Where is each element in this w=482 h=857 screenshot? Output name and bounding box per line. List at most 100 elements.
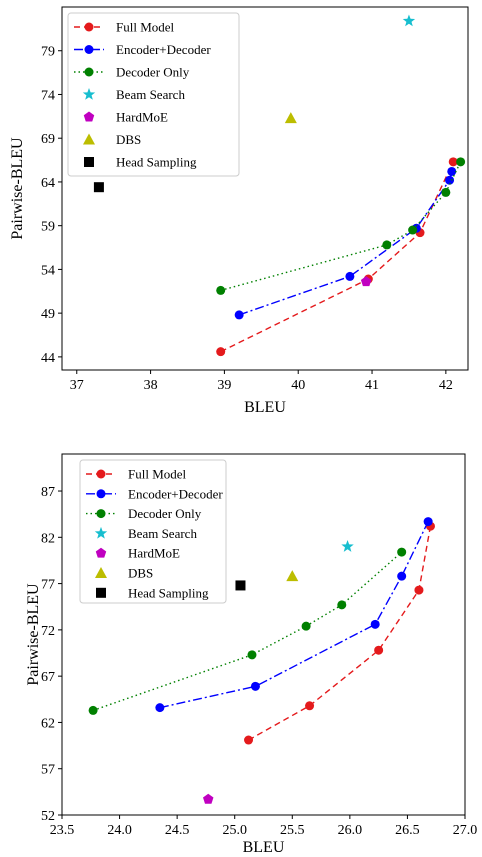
- legend-label: Head Sampling: [128, 585, 209, 600]
- series-head-sampling: [94, 182, 104, 192]
- legend-label: Full Model: [116, 20, 175, 35]
- y-tick-label: 44: [41, 351, 55, 366]
- legend-marker: [97, 509, 106, 518]
- x-tick-label: 27.0: [453, 823, 478, 838]
- legend-marker: [85, 23, 94, 32]
- legend-label: Full Model: [128, 467, 187, 482]
- data-point: [397, 548, 406, 557]
- legend-label: Decoder Only: [128, 506, 202, 521]
- series-head-sampling: [235, 580, 245, 590]
- data-point: [397, 572, 406, 581]
- data-point: [89, 706, 98, 715]
- y-tick-label: 62: [41, 716, 55, 731]
- y-tick-label: 74: [41, 88, 55, 103]
- x-axis-title: BLEU: [244, 399, 286, 416]
- y-tick-label: 67: [41, 670, 55, 685]
- data-point: [456, 157, 465, 166]
- legend-marker: [96, 588, 106, 598]
- data-point: [216, 347, 225, 356]
- data-point: [203, 794, 213, 804]
- x-tick-label: 23.5: [50, 823, 75, 838]
- legend: Full Model Encoder+Decoder Decoder Only Bea…: [80, 460, 226, 603]
- legend-marker: [84, 157, 94, 167]
- legend-label: Beam Search: [116, 87, 185, 102]
- data-point: [285, 112, 297, 123]
- data-point: [337, 600, 346, 609]
- chart-top: 37 38 39 40 41 424449545964697479BLEUPairwise…: [9, 7, 468, 416]
- series-encoder-decoder: [235, 167, 457, 319]
- data-point: [155, 703, 164, 712]
- y-axis-title: Pairwise-BLEU: [9, 137, 26, 240]
- x-tick-label: 24.5: [165, 823, 190, 838]
- legend-label: HardMoE: [128, 546, 180, 561]
- data-point: [244, 736, 253, 745]
- data-point: [382, 240, 391, 249]
- data-point: [447, 167, 456, 176]
- y-tick-label: 82: [41, 531, 55, 546]
- data-point: [251, 682, 260, 691]
- y-tick-label: 79: [41, 45, 55, 60]
- y-tick-label: 69: [41, 132, 55, 147]
- x-tick-label: 40: [291, 378, 305, 393]
- y-tick-label: 72: [41, 624, 55, 639]
- series-hardmoe: [203, 794, 213, 804]
- x-tick-label: 24.0: [107, 823, 132, 838]
- x-tick-label: 25.5: [280, 823, 305, 838]
- data-point: [235, 310, 244, 319]
- data-point: [408, 226, 417, 235]
- data-point: [247, 650, 256, 659]
- legend-label: Beam Search: [128, 526, 197, 541]
- legend-label: HardMoE: [116, 110, 168, 125]
- legend-label: Head Sampling: [116, 155, 197, 170]
- series-line: [221, 162, 461, 291]
- data-point: [286, 570, 298, 581]
- data-point: [341, 540, 353, 552]
- data-point: [345, 272, 354, 281]
- legend-label: Encoder+Decoder: [116, 42, 211, 57]
- legend-label: DBS: [128, 566, 153, 581]
- legend-label: DBS: [116, 132, 141, 147]
- data-point: [371, 620, 380, 629]
- data-point: [235, 580, 245, 590]
- y-axis-title: Pairwise-BLEU: [25, 583, 42, 686]
- x-tick-label: 37: [70, 378, 84, 393]
- legend-label: Decoder Only: [116, 65, 190, 80]
- series-dbs: [285, 112, 297, 123]
- y-tick-label: 54: [41, 263, 55, 278]
- y-tick-label: 87: [41, 485, 55, 500]
- data-point: [302, 622, 311, 631]
- data-point: [374, 646, 383, 655]
- x-tick-label: 26.0: [338, 823, 363, 838]
- series-decoder-only: [216, 157, 465, 295]
- x-tick-label: 25.0: [222, 823, 247, 838]
- legend-label: Encoder+Decoder: [128, 486, 223, 501]
- legend-marker: [97, 489, 106, 498]
- series-dbs: [286, 570, 298, 581]
- legend-marker: [85, 45, 94, 54]
- x-tick-label: 42: [439, 378, 453, 393]
- legend: Full Model Encoder+Decoder Decoder Only Bea…: [68, 13, 239, 176]
- data-point: [414, 586, 423, 595]
- chart-bottom: 23.5 24.0 24.5 25.0 25.5 26.0 26.5 27.0 52 57 62 67…: [25, 454, 477, 856]
- data-point: [94, 182, 104, 192]
- x-axis-title: BLEU: [243, 839, 285, 856]
- legend-marker: [97, 470, 106, 479]
- x-tick-label: 39: [217, 378, 231, 393]
- series-line: [239, 171, 452, 314]
- series-beam-search: [341, 540, 353, 552]
- data-point: [403, 15, 415, 27]
- data-point: [216, 286, 225, 295]
- y-tick-label: 64: [41, 176, 55, 191]
- x-tick-label: 26.5: [395, 823, 420, 838]
- data-point: [441, 188, 450, 197]
- y-tick-label: 57: [41, 763, 55, 778]
- series-full-model: [244, 522, 435, 745]
- y-tick-label: 52: [41, 809, 55, 824]
- data-point: [305, 701, 314, 710]
- y-tick-label: 59: [41, 220, 55, 235]
- series-full-model: [216, 157, 458, 356]
- series-line: [249, 526, 431, 740]
- data-point: [424, 517, 433, 526]
- x-tick-label: 41: [365, 378, 379, 393]
